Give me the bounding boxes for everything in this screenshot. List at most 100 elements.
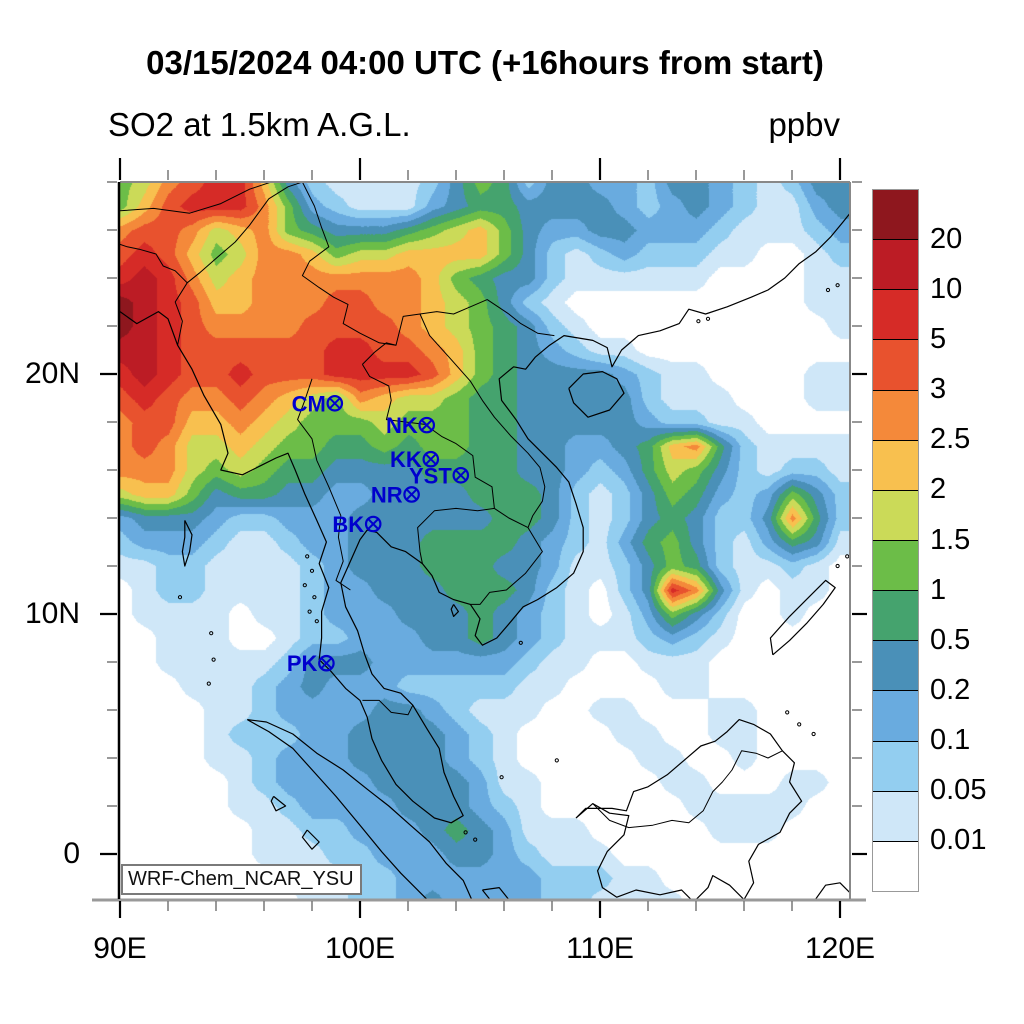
colorbar-band <box>873 590 918 641</box>
coastline-path <box>815 882 850 899</box>
island-dot <box>825 287 831 293</box>
station-label-NK: NK <box>386 413 418 438</box>
island-dot <box>206 681 211 686</box>
station-cross-line <box>367 518 379 530</box>
island-dot <box>785 710 790 715</box>
country-border-path <box>362 342 397 365</box>
country-border-path <box>417 507 495 564</box>
station-cross-line <box>320 657 333 669</box>
coastline-path <box>181 520 193 567</box>
plot-subtitle: SO2 at 1.5km A.G.L. <box>108 106 411 143</box>
station-circle-cross-icon <box>418 416 436 434</box>
colorbar-level-label: 0.2 <box>930 673 971 706</box>
colorbar-level-label: 0.05 <box>930 773 987 806</box>
colorbar-level-label: 10 <box>930 273 963 306</box>
island-dot <box>845 554 850 559</box>
colorbar-band <box>873 489 918 540</box>
island-dot <box>499 775 504 780</box>
station-circle-cross-icon <box>452 466 470 484</box>
lon-tick-label: 120E <box>804 932 876 965</box>
island-dot <box>473 837 478 842</box>
station-label-YST: YST <box>409 463 452 488</box>
colorbar-band <box>873 239 918 290</box>
colorbar-level-label: 1.5 <box>930 523 971 556</box>
lon-tick-label: 100E <box>324 932 396 965</box>
station-label-NR: NR <box>371 482 403 507</box>
plot-subtitle-row: SO2 at 1.5km A.G.L. ppbv <box>108 106 840 144</box>
station-cross-line <box>329 397 341 409</box>
island-dot <box>211 657 216 662</box>
island-dot <box>309 568 315 573</box>
so2-concentration-field <box>120 182 850 899</box>
station-marker-CM: CM <box>292 391 344 416</box>
colorbar-band <box>873 640 918 691</box>
country-border-path <box>297 378 351 591</box>
station-marker-KK: KK <box>390 447 440 472</box>
island-dot <box>797 722 802 727</box>
plot-title: 03/15/2024 04:00 UTC (+16hours from star… <box>146 44 824 81</box>
island-dot <box>463 830 468 835</box>
island-dot <box>209 631 214 636</box>
coastline-path <box>246 719 473 899</box>
colorbar-band <box>873 539 918 591</box>
colorbar-level-label: 0.5 <box>930 623 971 656</box>
station-marker-PK: PK <box>287 651 335 676</box>
coastline-path <box>481 887 510 899</box>
station-circle-cross-icon <box>318 654 335 672</box>
island-dot <box>307 609 312 614</box>
colorbar-band <box>873 289 918 340</box>
colorbar-band <box>873 690 918 741</box>
island-dot <box>835 283 840 288</box>
lat-tick-label: 20N <box>24 357 80 390</box>
station-marker-NR: NR <box>371 482 420 507</box>
station-marker-YST: YST <box>409 463 470 488</box>
island-dot <box>835 563 840 569</box>
station-cross-line <box>421 419 433 431</box>
station-label-BK: BK <box>332 512 364 537</box>
station-circle-cross-icon <box>364 515 382 533</box>
lon-tick-label: 90E <box>93 932 147 965</box>
model-watermark: WRF-Chem_NCAR_YSU <box>121 864 362 895</box>
model-watermark-text: WRF-Chem_NCAR_YSU <box>128 868 354 890</box>
station-cross-line <box>425 453 437 465</box>
station-label-PK: PK <box>287 651 318 676</box>
station-cross-line <box>455 469 467 481</box>
colorbar-band <box>873 190 918 240</box>
country-border-path <box>120 243 188 284</box>
colorbar-level-label: 2.5 <box>930 423 971 456</box>
colorbar-level-label: 1 <box>930 573 947 606</box>
island-dot <box>312 595 317 600</box>
colorbar-band <box>873 740 918 791</box>
island-dot <box>302 583 307 588</box>
coastline-path <box>120 212 850 824</box>
colorbar-band <box>873 439 918 490</box>
station-circle-cross-icon <box>422 450 440 468</box>
colorbar-band <box>873 790 918 841</box>
country-border-path <box>174 182 303 346</box>
lon-tick-label: 110E <box>566 932 634 965</box>
country-border-path <box>419 313 546 528</box>
country-border-path <box>362 699 414 716</box>
country-border-path <box>592 750 783 829</box>
colorbar-level-label: 3 <box>930 373 947 406</box>
island-dot <box>705 316 711 321</box>
station-label-KK: KK <box>390 447 422 472</box>
lat-tick-label: 10N <box>24 597 80 630</box>
coastline-path <box>270 795 287 812</box>
coastline-path <box>769 579 836 656</box>
island-dot <box>177 595 183 600</box>
colorbar-level-label: 2 <box>930 473 947 506</box>
island-dot <box>314 619 319 624</box>
colorbar-band <box>873 339 918 390</box>
country-border-path <box>301 182 555 346</box>
coastline-path <box>450 604 459 617</box>
station-circle-cross-icon <box>326 394 344 412</box>
island-dot <box>811 731 816 737</box>
colorbar-level-label: 0.1 <box>930 723 971 756</box>
country-border-path <box>470 507 543 605</box>
station-marker-BK: BK <box>332 512 382 537</box>
station-marker-NK: NK <box>386 413 436 438</box>
coastline-path <box>301 829 320 850</box>
